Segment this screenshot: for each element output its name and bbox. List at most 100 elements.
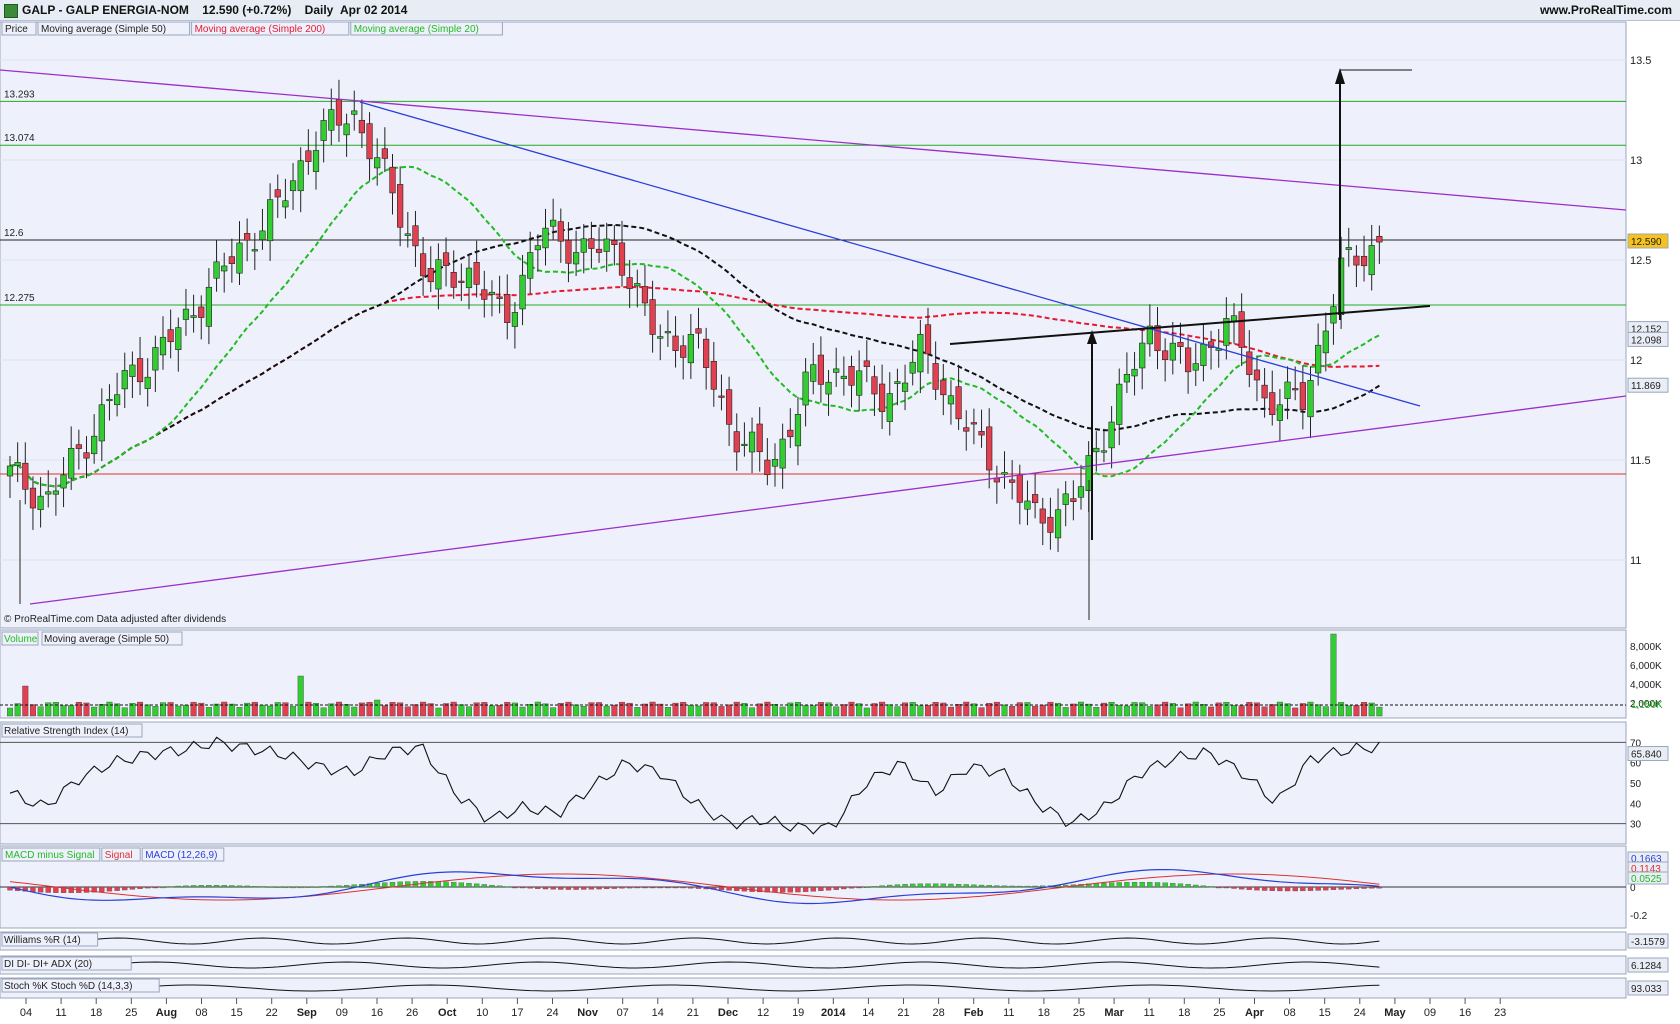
volume-bar <box>580 706 587 717</box>
macd-hist-bar <box>519 886 526 889</box>
candle-body <box>748 431 756 453</box>
macd-y-tick: 0 <box>1630 883 1636 894</box>
candle-body <box>136 358 144 383</box>
candle-body <box>1368 245 1375 276</box>
candle-body <box>198 306 205 318</box>
volume-bar <box>313 703 320 717</box>
candle-body <box>680 345 687 358</box>
volume-bar <box>213 703 220 717</box>
candle-body <box>1223 318 1230 346</box>
x-tick-label: 10 <box>476 1007 488 1019</box>
volume-bar <box>381 705 388 717</box>
macd-hist-bar <box>558 886 564 890</box>
candle-body <box>1353 255 1360 266</box>
volume-bar <box>60 705 67 717</box>
macd-hist-bar <box>374 882 380 888</box>
candle-body <box>733 431 740 453</box>
volume-bar <box>1093 707 1100 717</box>
price-y-tick: 13 <box>1630 155 1642 167</box>
price-reference-label: 13.293 <box>4 89 35 100</box>
volume-bar <box>1361 702 1368 717</box>
candle-body <box>1032 494 1039 504</box>
volume-bar <box>297 675 304 717</box>
candle-body <box>1238 311 1245 348</box>
x-tick-label: 26 <box>406 1007 418 1019</box>
volume-bar <box>404 706 411 717</box>
macd-hist-bar <box>527 886 533 889</box>
macd-hist-bar <box>60 886 67 893</box>
macd-hist-bar <box>68 886 74 893</box>
macd-hist-bar <box>1315 886 1321 891</box>
candle-body <box>1200 343 1207 366</box>
volume-bar <box>1016 702 1023 717</box>
chart-title: GALP - GALP ENERGIA-NOM 12.590 (+0.72%) … <box>22 3 408 17</box>
macd-hist-bar <box>894 884 901 888</box>
macd-hist-bar <box>137 886 143 889</box>
candle-body <box>817 354 824 385</box>
macd-hist-bar <box>963 884 969 888</box>
macd-hist-bar <box>627 886 633 889</box>
adx-panel-background <box>0 955 1627 975</box>
volume-bar <box>1185 703 1192 717</box>
macd-hist-bar <box>1376 886 1382 889</box>
macd-hist-bar <box>420 881 426 888</box>
candle-body <box>833 368 840 373</box>
volume-bar <box>473 702 480 717</box>
macd-hist-bar <box>496 885 503 888</box>
price-y-tick: 12.5 <box>1630 255 1651 267</box>
candle-body <box>1070 498 1077 502</box>
macd-hist-bar <box>535 886 541 889</box>
x-tick-label: 08 <box>195 1007 207 1019</box>
candle-body <box>442 252 450 266</box>
macd-hist-bar <box>1231 886 1237 889</box>
candle-body <box>68 447 75 479</box>
volume-bar <box>1322 706 1329 717</box>
candle-body <box>282 200 289 208</box>
macd-hist-bar <box>1261 886 1268 891</box>
macd-hist-bar <box>833 886 839 890</box>
macd-hist-bar <box>512 886 518 889</box>
volume-bar <box>603 705 610 717</box>
candle-body <box>963 427 970 432</box>
candle-body <box>427 268 434 283</box>
volume-bar <box>182 704 189 717</box>
candle-body <box>901 382 909 392</box>
volume-bar <box>412 704 419 717</box>
volume-bar <box>37 706 44 717</box>
volume-y-tick: 6,000K <box>1630 661 1662 672</box>
volume-bar <box>1299 703 1306 717</box>
candle-body <box>603 238 610 252</box>
legend-box <box>41 631 183 646</box>
volume-bar <box>848 701 855 717</box>
candle-body <box>1276 404 1283 421</box>
macd-hist-bar <box>45 886 51 893</box>
volume-bar <box>1169 703 1176 717</box>
macd-legend-label: MACD (12,26,9) <box>145 850 217 861</box>
x-tick-label: 14 <box>652 1007 664 1019</box>
volume-bar <box>779 706 786 717</box>
volume-bar <box>649 701 656 717</box>
site-link[interactable]: www.ProRealTime.com <box>1539 3 1672 17</box>
candle-body <box>45 491 52 495</box>
macd-hist-bar <box>657 886 663 889</box>
macd-hist-bar <box>91 886 97 893</box>
volume-bar <box>664 707 671 717</box>
volume-bar <box>810 705 817 717</box>
volume-bar <box>1108 701 1115 717</box>
macd-hist-bar <box>795 886 801 893</box>
price-y-tick: 11 <box>1630 555 1641 567</box>
macd-hist-bar <box>1269 886 1275 891</box>
volume-bar <box>565 701 572 717</box>
candle-body <box>129 364 136 377</box>
macd-hist-bar <box>1170 883 1176 888</box>
candle-body <box>687 333 694 364</box>
macd-hist-bar <box>986 885 992 888</box>
macd-hist-bar <box>1323 886 1329 891</box>
oscillator-last-value: -3.1579 <box>1631 937 1665 948</box>
volume-bar <box>45 702 52 717</box>
macd-hist-bar <box>1024 885 1031 888</box>
volume-bar <box>902 702 909 717</box>
candle-body <box>335 99 343 126</box>
volume-bar <box>534 701 541 717</box>
volume-bar <box>175 705 182 717</box>
